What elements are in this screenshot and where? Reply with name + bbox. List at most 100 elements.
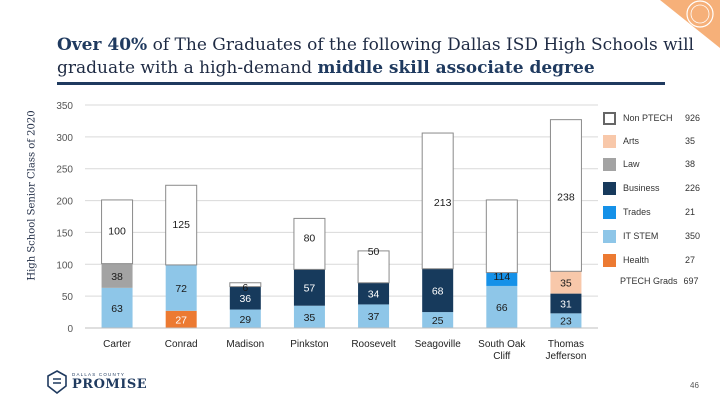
title-underline [57,82,665,85]
bar-segment-non-ptech [293,217,326,270]
data-label-non-ptech: 213 [434,197,452,209]
y-tick-label: 200 [56,197,73,208]
bar-segment-non-ptech [549,119,582,272]
legend-value: 350 [685,231,701,241]
seal-icon [660,0,720,48]
bar-segment-non-ptech [101,199,134,265]
slide-title: Over 40% of The Graduates of the followi… [57,34,697,80]
legend-swatch-it-stem [603,230,616,243]
y-tick-label: 150 [56,228,73,239]
y-tick-label: 100 [56,260,73,271]
bar-segment-non-ptech [165,184,198,266]
x-category-label: Jefferson [545,351,586,362]
legend-value: 35 [685,136,696,146]
data-label-it-stem: 35 [304,312,316,324]
legend-value: 27 [685,255,696,265]
legend-label: Business [623,183,660,193]
data-label-non-ptech: 6 [242,282,248,294]
bar-segment-it-stem [358,304,390,328]
bar-segment-business [358,282,390,305]
logo-subtitle: DALLAS COUNTY [72,372,126,377]
data-label-law: 38 [111,271,123,283]
logo-title: PROMISE [72,377,148,392]
legend-swatch-non-ptech [603,112,616,125]
y-tick-label: 50 [62,292,74,303]
legend-value: 38 [685,159,696,169]
legend-label: IT STEM [623,231,659,241]
bar-segment-non-ptech [229,282,262,288]
bar-segment-business [550,293,582,314]
data-label-it-stem: 25 [432,315,444,327]
bar-segment-it-stem [293,305,325,328]
data-label-non-ptech: 125 [172,219,190,231]
legend-item-arts: Arts 35 [603,135,715,151]
bar-segment-it-stem [422,312,454,328]
bar-segment-non-ptech [357,250,390,284]
ptech-grads-total: PTECH Grads 697 [620,276,699,286]
data-label-non-ptech: 100 [108,226,126,238]
title-highlight-degree: middle skill associate degree [317,58,595,78]
legend-value: 226 [685,183,701,193]
page-number: 46 [690,381,699,390]
dallas-county-promise-logo: DALLAS COUNTY PROMISE [46,370,148,396]
title-text: of The Graduates of the following Dallas… [57,35,694,78]
y-tick-label: 300 [56,133,73,144]
x-category-label: South Oak [478,339,526,350]
legend-value: 926 [685,113,701,123]
data-label-it-stem: 29 [239,314,251,326]
data-label-business: 68 [432,285,444,297]
legend-swatch-trades [603,206,616,219]
data-label-it-stem: 37 [368,311,380,323]
bar-segment-business [422,268,454,313]
legend-label: Non PTECH [623,113,673,123]
y-tick-label: 350 [56,101,73,112]
legend-item-non-ptech: Non PTECH 926 [603,112,715,128]
bar-segment-business [293,269,325,306]
bar-segment-business [229,286,261,310]
legend-swatch-health [603,254,616,267]
x-category-label: Roosevelt [351,339,396,350]
data-label-it-stem: 63 [111,303,123,315]
ptech-grads-value: 697 [683,276,699,286]
legend-swatch-law [603,158,616,171]
bar-segment-it-stem [486,285,518,328]
legend-value: 21 [685,207,696,217]
data-label-it-stem: 23 [560,316,572,328]
data-label-non-ptech: 238 [557,192,575,204]
data-label-business: 31 [560,298,572,310]
legend-label: Health [623,255,650,265]
title-highlight-percent: Over 40% [57,35,148,55]
data-label-non-ptech: 80 [304,232,316,244]
bar-segment-non-ptech [421,132,454,270]
legend-item-law: Law 38 [603,158,715,174]
data-label-health: 27 [175,314,187,326]
data-label-non-ptech: 114 [493,271,510,283]
legend-item-trades: Trades 21 [603,206,715,222]
x-category-label: Cliff [493,351,510,362]
legend-item-health: Health 27 [603,254,715,270]
legend-label: Arts [623,136,640,146]
data-label-it-stem: 72 [175,283,187,295]
bar-segment-law [101,263,133,288]
x-category-label: Pinkston [290,339,328,350]
legend-item-it-stem: IT STEM 350 [603,230,715,246]
data-label-business: 34 [368,289,380,301]
bar-segment-it-stem [101,287,133,328]
legend-label: Trades [623,207,651,217]
data-label-business: 36 [239,293,251,305]
data-label-business: 57 [304,283,316,295]
bar-segment-it-stem [550,313,582,328]
y-tick-label: 0 [67,324,73,335]
bar-segment-non-ptech [485,199,518,274]
legend-item-business: Business 226 [603,182,715,198]
bar-segment-trades [486,272,518,286]
x-category-label: Seagoville [415,339,462,350]
x-category-label: Thomas [548,339,584,350]
bar-segment-it-stem [165,264,197,311]
data-label-it-stem: 66 [496,302,508,314]
x-category-label: Madison [226,339,264,350]
legend-label: Law [623,159,640,169]
bar-segment-arts [550,271,582,294]
promise-logo-icon [47,370,67,395]
